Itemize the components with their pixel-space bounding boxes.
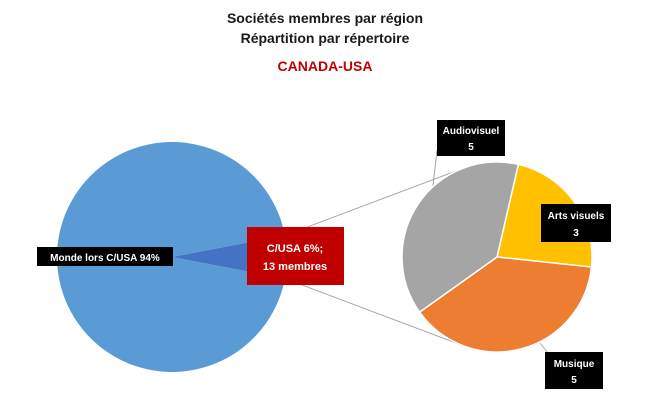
label-audiovisuel-value: 5 <box>468 142 474 153</box>
chart-subtitle: Répartition par répertoire <box>240 30 410 46</box>
label-audiovisuel-box <box>437 120 505 156</box>
label-arts-visuels-value: 3 <box>573 228 579 239</box>
chart-title: Sociétés membres par région <box>226 10 424 26</box>
label-musique: Musique 5 <box>545 352 603 389</box>
label-arts-visuels-name: Arts visuels <box>548 211 605 222</box>
label-cusa-line2: 13 membres <box>263 261 327 273</box>
slice-musique <box>418 256 593 353</box>
label-musique-name: Musique <box>554 359 595 370</box>
region-title: CANADA-USA <box>277 58 373 74</box>
slice-audiovisuel <box>401 161 520 314</box>
breakdown-pie <box>401 161 593 353</box>
label-monde: Monde lors C/USA 94% <box>37 247 173 266</box>
label-arts-visuels: Arts visuels 3 <box>541 204 611 242</box>
label-arts-visuels-box <box>541 204 611 242</box>
label-audiovisuel: Audiovisuel 5 <box>437 120 505 156</box>
leader-musique <box>539 342 549 354</box>
label-monde-box <box>37 247 173 266</box>
label-audiovisuel-name: Audiovisuel <box>443 126 500 137</box>
label-monde-text: Monde lors C/USA 94% <box>50 253 160 264</box>
label-cusa: C/USA 6%; 13 membres <box>247 227 344 285</box>
label-cusa-box <box>247 227 344 285</box>
connector-bottom <box>284 278 465 347</box>
label-musique-box <box>545 352 603 389</box>
label-musique-value: 5 <box>571 375 577 386</box>
label-cusa-line1: C/USA 6%; <box>267 243 323 255</box>
data-labels: Monde lors C/USA 94% C/USA 6%; 13 membre… <box>37 120 611 389</box>
